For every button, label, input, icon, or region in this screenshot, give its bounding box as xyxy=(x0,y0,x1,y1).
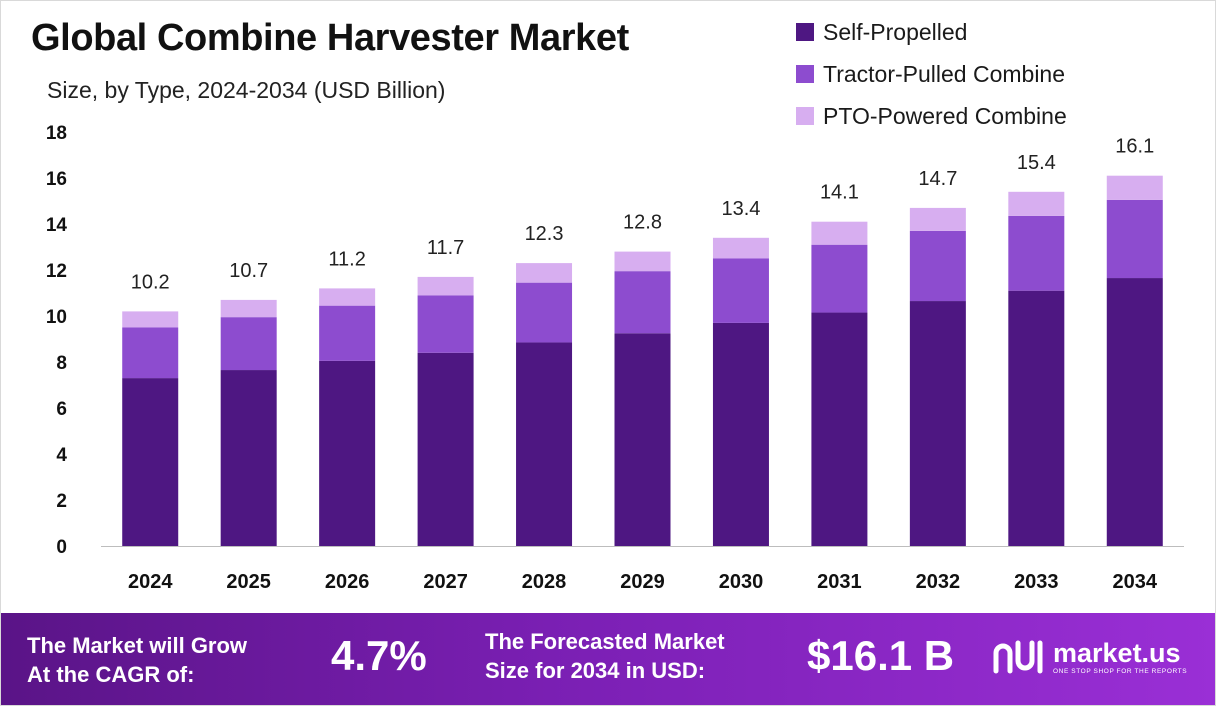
y-tick-label: 6 xyxy=(56,399,67,420)
stacked-bar-chart: 0 2 4 6 8 10 12 14 16 18 10.2 2024 10.7 2025 11.2 2026 1… xyxy=(46,123,1184,593)
bar-segment-self-propelled xyxy=(1008,290,1065,546)
bar-segment-pto-powered xyxy=(614,251,671,272)
y-tick-label: 2 xyxy=(56,491,67,512)
y-tick-label: 16 xyxy=(46,169,67,190)
y-tick-label: 18 xyxy=(46,123,67,144)
legend-swatch xyxy=(796,107,814,125)
y-tick-label: 0 xyxy=(56,537,67,558)
y-tick-label: 14 xyxy=(46,215,68,236)
legend: Self-Propelled Tractor-Pulled Combine PT… xyxy=(796,11,1067,137)
bar-total-label: 13.4 xyxy=(721,198,760,220)
x-tick-label: 2024 xyxy=(128,571,173,593)
chart-title: Global Combine Harvester Market xyxy=(31,17,629,59)
bar-segment-tractor-pulled xyxy=(811,244,868,313)
bar-segment-self-propelled xyxy=(614,333,671,546)
bar-total-label: 14.7 xyxy=(918,168,957,190)
bar-segment-self-propelled xyxy=(712,322,769,546)
brand-tagline: ONE STOP SHOP FOR THE REPORTS xyxy=(1053,668,1188,675)
x-tick-label: 2032 xyxy=(916,571,961,593)
bar-segment-pto-powered xyxy=(811,221,868,245)
legend-item-tractor-pulled: Tractor-Pulled Combine xyxy=(796,53,1067,95)
bar-segment-self-propelled xyxy=(220,370,277,546)
x-tick-label: 2026 xyxy=(325,571,370,593)
y-tick-label: 10 xyxy=(46,307,67,328)
bar-total-label: 12.3 xyxy=(525,223,564,245)
forecast-value: $16.1 B xyxy=(807,632,955,679)
bar-segment-tractor-pulled xyxy=(516,282,573,343)
bar-segment-tractor-pulled xyxy=(712,258,769,323)
cagr-value: 4.7% xyxy=(331,632,427,679)
bar-segment-tractor-pulled xyxy=(319,305,376,361)
bar-segment-self-propelled xyxy=(516,342,573,546)
bar-segment-tractor-pulled xyxy=(614,271,671,334)
bar-segment-pto-powered xyxy=(220,299,277,318)
bar-segment-self-propelled xyxy=(1106,278,1163,546)
bar-segment-pto-powered xyxy=(1106,175,1163,200)
bar-segment-tractor-pulled xyxy=(417,295,474,353)
x-tick-label: 2030 xyxy=(719,571,764,593)
bar-total-label: 16.1 xyxy=(1115,136,1154,158)
x-tick-label: 2033 xyxy=(1014,571,1059,593)
bar-segment-pto-powered xyxy=(712,237,769,259)
legend-item-pto-powered: PTO-Powered Combine xyxy=(796,95,1067,137)
bar-total-label: 12.8 xyxy=(623,212,662,234)
bar-total-label: 14.1 xyxy=(820,182,859,204)
bar-segment-pto-powered xyxy=(1008,191,1065,216)
market-us-logo-icon xyxy=(993,640,1043,674)
bar-segment-pto-powered xyxy=(122,311,179,328)
y-tick-label: 8 xyxy=(56,353,67,374)
brand-logo: market.us ONE STOP SHOP FOR THE REPORTS xyxy=(991,638,1187,676)
bar-segment-self-propelled xyxy=(417,352,474,546)
legend-item-self-propelled: Self-Propelled xyxy=(796,11,1067,53)
x-tick-label: 2034 xyxy=(1113,571,1158,593)
bar-segment-self-propelled xyxy=(811,312,868,546)
legend-swatch xyxy=(796,23,814,41)
legend-swatch xyxy=(796,65,814,83)
footer-banner: The Market will Grow At the CAGR of: 4.7… xyxy=(1,613,1215,705)
x-tick-label: 2029 xyxy=(620,571,665,593)
cagr-label-line1: The Market will Grow xyxy=(27,633,248,658)
cagr-label: The Market will Grow At the CAGR of: xyxy=(27,631,247,689)
chart-subtitle: Size, by Type, 2024-2034 (USD Billion) xyxy=(47,77,446,103)
bar-segment-tractor-pulled xyxy=(1106,199,1163,279)
bar-segment-pto-powered xyxy=(516,263,573,283)
bar-segment-self-propelled xyxy=(909,301,966,546)
bar-segment-self-propelled xyxy=(319,360,376,546)
cagr-label-line2: At the CAGR of: xyxy=(27,662,195,687)
bar-total-label: 10.7 xyxy=(229,260,268,282)
bar-segment-tractor-pulled xyxy=(122,327,179,379)
bar-total-label: 11.7 xyxy=(427,237,464,259)
x-tick-label: 2025 xyxy=(226,571,271,593)
bar-segment-pto-powered xyxy=(319,288,376,306)
forecast-label: The Forecasted Market Size for 2034 in U… xyxy=(485,627,725,685)
forecast-label-line2: Size for 2034 in USD: xyxy=(485,658,706,683)
legend-label: Tractor-Pulled Combine xyxy=(823,60,1066,87)
y-tick-label: 4 xyxy=(56,445,67,466)
bar-total-label: 10.2 xyxy=(131,271,170,293)
bar-segment-tractor-pulled xyxy=(220,317,277,371)
x-tick-label: 2031 xyxy=(817,571,862,593)
brand-name: market.us xyxy=(1053,638,1181,668)
legend-label: PTO-Powered Combine xyxy=(823,102,1067,129)
bar-segment-self-propelled xyxy=(122,378,179,546)
bar-segment-pto-powered xyxy=(909,207,966,231)
bar-segment-tractor-pulled xyxy=(909,230,966,302)
y-tick-label: 12 xyxy=(46,261,67,282)
x-tick-label: 2027 xyxy=(423,571,468,593)
bar-total-label: 11.2 xyxy=(328,248,365,270)
bar-segment-tractor-pulled xyxy=(1008,215,1065,291)
legend-label: Self-Propelled xyxy=(823,18,968,45)
bar-segment-pto-powered xyxy=(417,276,474,296)
x-tick-label: 2028 xyxy=(522,571,567,593)
forecast-label-line1: The Forecasted Market xyxy=(485,629,725,654)
bar-total-label: 15.4 xyxy=(1017,152,1056,174)
